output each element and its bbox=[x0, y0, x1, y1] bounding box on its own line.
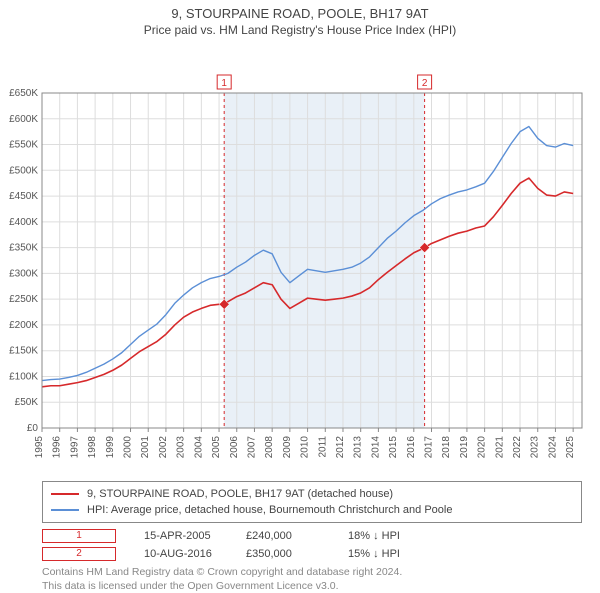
svg-text:£550K: £550K bbox=[9, 140, 38, 151]
svg-text:£650K: £650K bbox=[9, 88, 38, 99]
svg-text:1: 1 bbox=[221, 78, 227, 89]
svg-text:1998: 1998 bbox=[87, 436, 98, 459]
svg-text:£450K: £450K bbox=[9, 191, 38, 202]
event-delta: 15% ↓ HPI bbox=[348, 548, 422, 560]
footer-line: Contains HM Land Registry data © Crown c… bbox=[42, 565, 582, 579]
svg-text:2022: 2022 bbox=[512, 436, 523, 459]
svg-text:£0: £0 bbox=[27, 423, 39, 434]
chart-title-sub: Price paid vs. HM Land Registry's House … bbox=[0, 23, 600, 37]
legend-swatch bbox=[51, 493, 79, 495]
svg-text:£50K: £50K bbox=[15, 397, 39, 408]
svg-text:2025: 2025 bbox=[565, 436, 576, 459]
svg-text:2021: 2021 bbox=[494, 436, 505, 459]
svg-text:£500K: £500K bbox=[9, 165, 38, 176]
svg-text:2016: 2016 bbox=[406, 436, 417, 459]
legend-label: 9, STOURPAINE ROAD, POOLE, BH17 9AT (det… bbox=[87, 488, 393, 500]
svg-text:1996: 1996 bbox=[52, 436, 63, 459]
svg-text:2000: 2000 bbox=[123, 436, 134, 459]
svg-text:2001: 2001 bbox=[140, 436, 151, 459]
event-list: 1 15-APR-2005 £240,000 18% ↓ HPI 2 10-AU… bbox=[42, 529, 582, 561]
legend-swatch bbox=[51, 509, 79, 511]
event-date: 10-AUG-2016 bbox=[144, 548, 218, 560]
event-row: 2 10-AUG-2016 £350,000 15% ↓ HPI bbox=[42, 547, 582, 561]
svg-text:2018: 2018 bbox=[441, 436, 452, 459]
svg-text:2007: 2007 bbox=[246, 436, 257, 459]
footer-line: This data is licensed under the Open Gov… bbox=[42, 579, 582, 593]
chart-title-address: 9, STOURPAINE ROAD, POOLE, BH17 9AT bbox=[0, 6, 600, 21]
svg-text:2015: 2015 bbox=[388, 436, 399, 459]
svg-text:£600K: £600K bbox=[9, 114, 38, 125]
legend-label: HPI: Average price, detached house, Bour… bbox=[87, 504, 452, 516]
svg-text:2003: 2003 bbox=[176, 436, 187, 459]
svg-text:2019: 2019 bbox=[459, 436, 470, 459]
svg-text:2006: 2006 bbox=[229, 436, 240, 459]
event-marker-icon: 1 bbox=[42, 529, 116, 543]
svg-text:2023: 2023 bbox=[530, 436, 541, 459]
event-price: £350,000 bbox=[246, 548, 320, 560]
svg-text:2004: 2004 bbox=[193, 436, 204, 459]
svg-text:2017: 2017 bbox=[424, 436, 435, 459]
legend-row: 9, STOURPAINE ROAD, POOLE, BH17 9AT (det… bbox=[51, 486, 573, 502]
legend-row: HPI: Average price, detached house, Bour… bbox=[51, 502, 573, 518]
event-price: £240,000 bbox=[246, 530, 320, 542]
svg-text:£100K: £100K bbox=[9, 371, 38, 382]
svg-text:2009: 2009 bbox=[282, 436, 293, 459]
svg-text:£400K: £400K bbox=[9, 217, 38, 228]
event-date: 15-APR-2005 bbox=[144, 530, 218, 542]
svg-text:2008: 2008 bbox=[264, 436, 275, 459]
svg-text:2011: 2011 bbox=[317, 436, 328, 458]
svg-text:2: 2 bbox=[422, 78, 428, 89]
svg-text:1995: 1995 bbox=[34, 436, 45, 459]
event-delta: 18% ↓ HPI bbox=[348, 530, 422, 542]
svg-text:1999: 1999 bbox=[105, 436, 116, 459]
svg-text:2010: 2010 bbox=[300, 436, 311, 459]
chart-container: £0 £50K £100K £150K £200K £250K £300K £350K £400… bbox=[0, 43, 600, 473]
svg-text:2005: 2005 bbox=[211, 436, 222, 459]
svg-text:2024: 2024 bbox=[547, 436, 558, 459]
svg-text:£350K: £350K bbox=[9, 243, 38, 254]
svg-text:2002: 2002 bbox=[158, 436, 169, 459]
svg-text:£300K: £300K bbox=[9, 268, 38, 279]
event-marker-icon: 2 bbox=[42, 547, 116, 561]
svg-text:2014: 2014 bbox=[370, 436, 381, 459]
svg-text:2013: 2013 bbox=[353, 436, 364, 459]
svg-text:£200K: £200K bbox=[9, 320, 38, 331]
line-chart: £0 £50K £100K £150K £200K £250K £300K £350K £400… bbox=[0, 43, 600, 473]
footer-attribution: Contains HM Land Registry data © Crown c… bbox=[42, 565, 582, 593]
svg-text:1997: 1997 bbox=[69, 436, 80, 459]
legend: 9, STOURPAINE ROAD, POOLE, BH17 9AT (det… bbox=[42, 481, 582, 523]
svg-text:2012: 2012 bbox=[335, 436, 346, 459]
svg-text:2020: 2020 bbox=[477, 436, 488, 459]
svg-text:£150K: £150K bbox=[9, 346, 38, 357]
svg-text:£250K: £250K bbox=[9, 294, 38, 305]
event-row: 1 15-APR-2005 £240,000 18% ↓ HPI bbox=[42, 529, 582, 543]
